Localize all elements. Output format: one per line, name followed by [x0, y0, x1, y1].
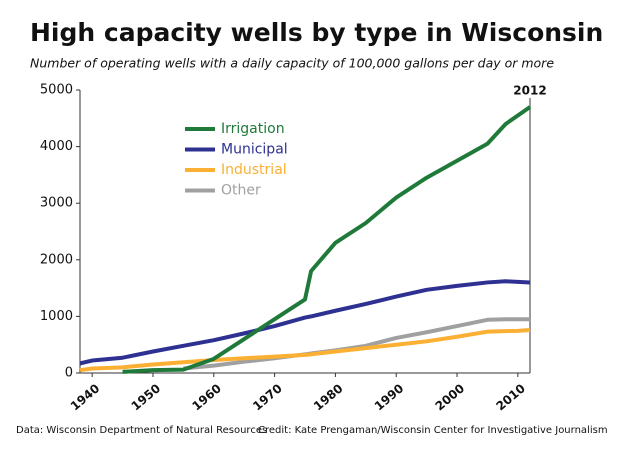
- y-tick-label: 1000: [40, 309, 73, 324]
- y-tick-label: 3000: [40, 196, 73, 211]
- series-line: [79, 327, 531, 373]
- y-tick-label: 0: [65, 366, 73, 381]
- annotation: 2012: [513, 84, 546, 98]
- y-tick-label: 2000: [40, 252, 73, 267]
- legend-label: Irrigation: [221, 121, 285, 137]
- source: Data: Wisconsin Department of Natural Re…: [16, 425, 267, 436]
- y-tick-label: 5000: [40, 83, 73, 98]
- x-tick-label: 1970: [250, 381, 285, 413]
- y-tick-label: 4000: [40, 139, 73, 154]
- x-tick-label: 1960: [189, 381, 224, 413]
- series-line: [183, 317, 530, 371]
- chart-title: High capacity wells by type in Wisconsin: [30, 18, 603, 47]
- legend-label: Municipal: [221, 142, 288, 158]
- x-tick-label: 1990: [372, 381, 407, 413]
- legend-label: Industrial: [221, 162, 287, 178]
- x-tick-label: 1950: [129, 381, 164, 413]
- x-tick-label: 1980: [311, 381, 346, 413]
- series-line: [79, 279, 531, 366]
- x-tick-label: 2010: [493, 381, 528, 413]
- chart-subtitle: Number of operating wells with a daily c…: [30, 56, 554, 71]
- legend-label: Other: [221, 183, 261, 199]
- x-tick-label: 2000: [433, 381, 468, 413]
- credit: Credit: Kate Prengaman/Wisconsin Center …: [258, 425, 608, 436]
- x-tick-label: 1940: [68, 381, 103, 413]
- series-line: [122, 105, 532, 374]
